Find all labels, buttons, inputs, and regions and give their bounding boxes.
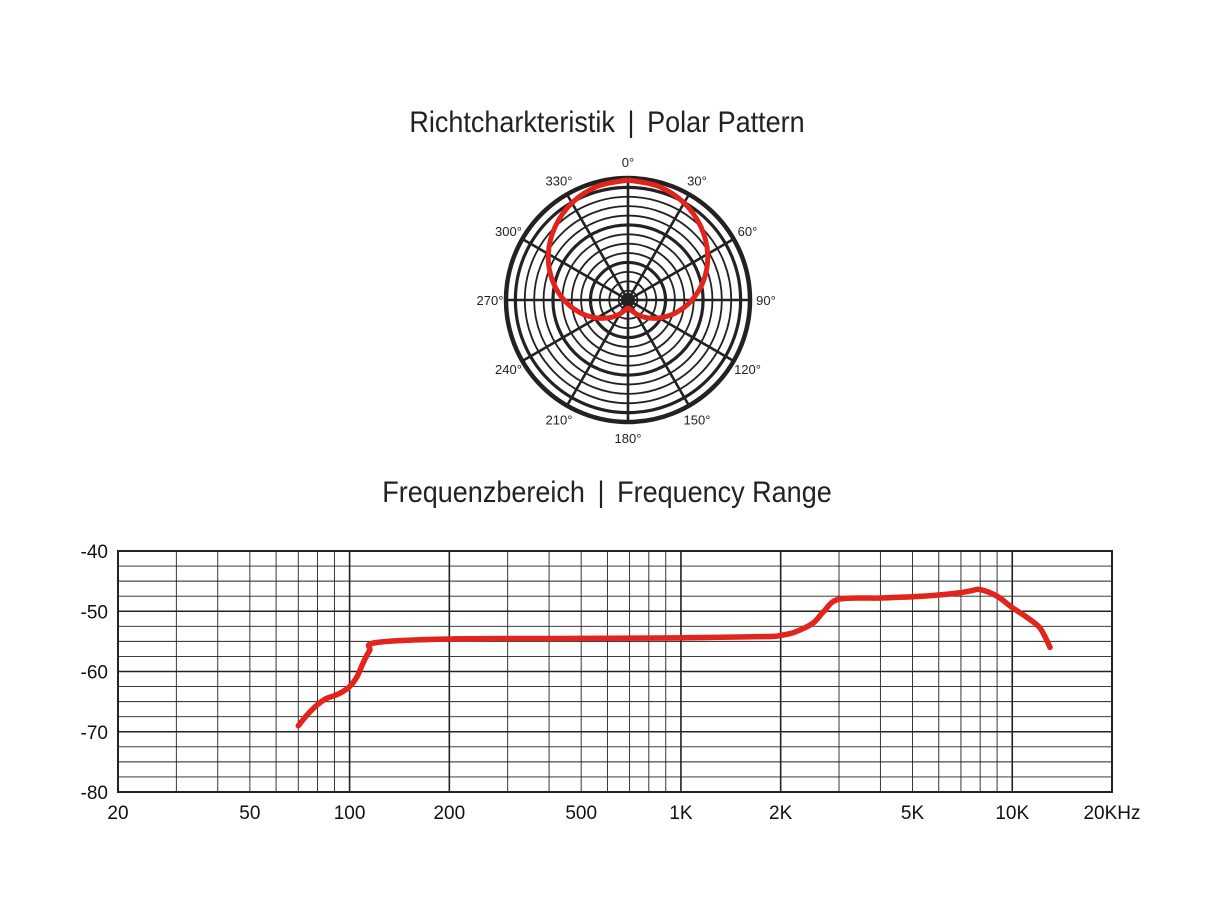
polar-spoke: [521, 237, 629, 302]
freq-x-tick-label: 20KHz: [1083, 803, 1140, 824]
frequency-range-title: Frequenzbereich | Frequency Range: [61, 476, 1154, 510]
polar-angle-label: 300°: [495, 224, 522, 239]
polar-pattern-title: Richtcharkteristik | Polar Pattern: [61, 106, 1154, 140]
freq-plot-border: [117, 550, 1113, 793]
frequency-response-curve: [295, 586, 1053, 729]
freq-y-tick-label: -60: [81, 663, 108, 684]
polar-spoke: [627, 237, 735, 302]
freq-x-tick-label: 2K: [769, 803, 793, 824]
frequency-title-separator: |: [597, 476, 605, 509]
freq-y-tick-label: -80: [81, 783, 108, 804]
polar-angle-label: 240°: [495, 362, 522, 377]
freq-y-tick-label: -50: [81, 602, 108, 623]
polar-title-separator: |: [627, 106, 635, 139]
freq-x-tick-label: 20: [107, 803, 128, 824]
freq-x-tick-label: 500: [565, 803, 597, 824]
polar-spoke: [627, 298, 735, 363]
polar-title-en: Polar Pattern: [647, 106, 805, 139]
polar-spoke: [626, 193, 691, 301]
freq-x-tick-label: 5K: [901, 803, 925, 824]
polar-angle-label: 60°: [738, 224, 758, 239]
polar-cardioid-curve: [545, 177, 711, 321]
freq-x-tick-label: 100: [334, 803, 366, 824]
polar-spoke: [521, 298, 629, 363]
polar-angle-label: 180°: [615, 431, 642, 446]
polar-spoke: [565, 193, 630, 301]
polar-angle-label: 30°: [687, 173, 707, 188]
polar-pattern-chart: 0° 30° 60° 90° 120° 150° 180° 210° 240° 270° 300° 3…: [477, 155, 776, 446]
freq-x-tick-label: 50: [239, 803, 260, 824]
polar-title-de: Richtcharkteristik: [409, 106, 615, 139]
polar-angle-label: 90°: [756, 293, 776, 308]
freq-y-tick-label: -40: [81, 542, 108, 563]
polar-angle-label: 120°: [734, 362, 761, 377]
freq-x-tick-label: 1K: [669, 803, 693, 824]
polar-angle-label: 0°: [622, 155, 634, 170]
freq-x-tick-label: 10K: [995, 803, 1029, 824]
freq-x-tick-label: 200: [433, 803, 465, 824]
frequency-title-de: Frequenzbereich: [382, 476, 585, 509]
polar-angle-label: 270°: [477, 293, 504, 308]
polar-angle-label: 210°: [546, 413, 573, 428]
polar-angle-label: 150°: [684, 413, 711, 428]
polar-angle-label: 330°: [546, 173, 573, 188]
frequency-title-en: Frequency Range: [617, 476, 832, 509]
freq-y-tick-label: -70: [81, 723, 108, 744]
